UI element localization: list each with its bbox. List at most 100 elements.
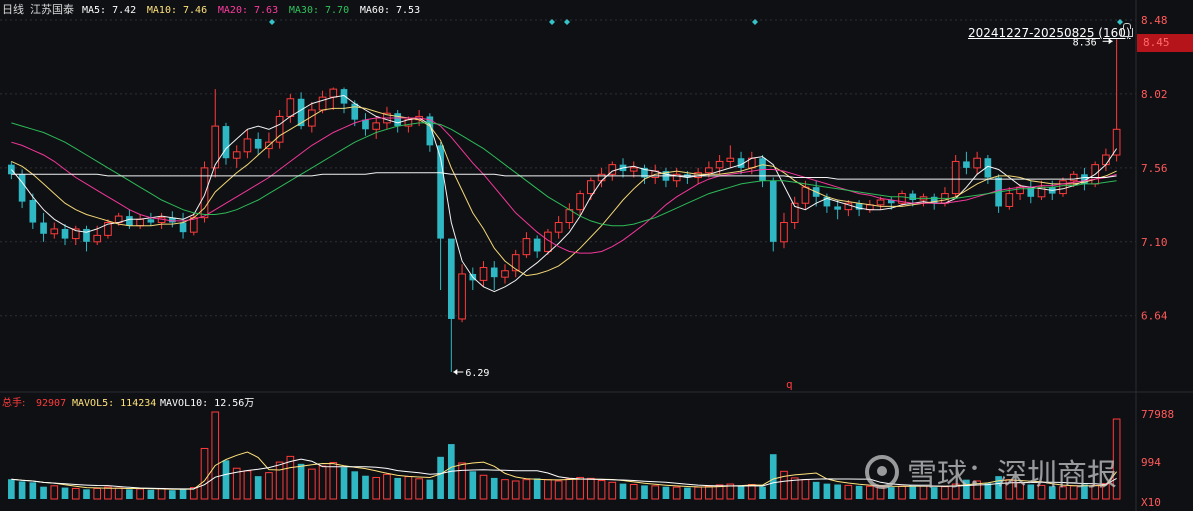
volume-bar <box>1027 484 1035 499</box>
ma-line-ma20 <box>11 117 1117 254</box>
volume-bar <box>243 470 252 500</box>
high-annotation: 8.36 <box>1073 37 1097 48</box>
volume-bar <box>286 455 295 500</box>
volume-bar <box>1059 486 1067 500</box>
candle-body <box>1069 173 1078 182</box>
candle-body <box>898 193 906 204</box>
event-marker-icon <box>549 19 555 25</box>
volume-bar <box>104 486 112 500</box>
candle-body <box>340 89 348 104</box>
volume-bar <box>769 454 777 499</box>
candle-body <box>18 174 26 202</box>
vol-axis-top: 77988 <box>1141 408 1174 421</box>
volume-bar <box>790 477 799 500</box>
candle-body <box>83 228 90 242</box>
volume-bar <box>629 484 638 500</box>
volume-bar <box>705 485 713 500</box>
volume-bar <box>415 478 423 500</box>
price-marker: q <box>786 378 793 391</box>
candle-body <box>372 122 381 130</box>
candle-body <box>254 138 262 149</box>
event-marker-icon <box>269 19 275 25</box>
volume-bar <box>114 487 123 500</box>
candle-body <box>973 157 981 169</box>
volume-bar <box>404 476 413 500</box>
mavol10-line <box>11 458 1117 490</box>
date-range-label[interactable]: 20241227-20250825 (160) <box>968 26 1131 40</box>
candle-body <box>780 222 788 243</box>
volume-bar <box>61 487 69 499</box>
candle-body <box>1112 128 1121 156</box>
candle-body <box>169 217 176 223</box>
volume-bar <box>490 477 498 499</box>
y-tick-label: 8.02 <box>1141 88 1168 101</box>
lock-icon[interactable] <box>1121 23 1133 37</box>
watermark: 雪球：深圳商报 <box>865 452 1165 493</box>
low-arrow-icon <box>453 369 458 375</box>
candle-body <box>984 158 992 178</box>
volume-bar <box>844 484 853 500</box>
volume-bar <box>963 479 970 499</box>
candle-body <box>533 238 541 252</box>
candle-body <box>1081 174 1088 184</box>
volume-bar <box>554 480 563 500</box>
vol-axis-bottom: X10 <box>1141 496 1161 509</box>
volume-bar <box>1102 483 1110 500</box>
volume-bar <box>672 486 681 500</box>
candle-body <box>629 167 638 172</box>
candle-body <box>963 161 970 168</box>
candle-body <box>554 222 563 233</box>
volume-bar <box>694 486 702 500</box>
snowball-logo-icon <box>865 455 899 489</box>
current-price-tag: 8.45 <box>1137 34 1193 52</box>
candle-body <box>951 160 960 195</box>
candle-body <box>769 180 777 242</box>
vol-axis-mid: 994 <box>1141 456 1161 469</box>
candle-body <box>29 200 37 223</box>
candle-body <box>318 96 327 111</box>
volume-bar <box>18 481 26 499</box>
candle-body <box>126 216 133 226</box>
volume-bar <box>179 489 187 499</box>
volume-bar <box>1112 418 1121 500</box>
candle-body <box>834 206 841 210</box>
volume-bar <box>254 476 262 499</box>
candle-body <box>394 113 401 127</box>
candle-body <box>726 157 735 162</box>
candle-body <box>672 173 681 182</box>
volume-bar <box>147 489 155 499</box>
candle-body <box>823 196 831 207</box>
candle-body <box>448 238 455 319</box>
volume-bar <box>136 488 144 500</box>
candle-body <box>844 202 853 211</box>
candle-body <box>211 125 220 169</box>
volume-bar <box>866 485 874 500</box>
event-marker-icon <box>564 19 570 25</box>
candle-body <box>61 228 69 239</box>
volume-bar <box>619 483 627 499</box>
volume-bar <box>40 486 47 499</box>
candle-body <box>200 167 209 219</box>
volume-bar <box>501 479 509 500</box>
volume-bar <box>684 487 691 499</box>
candle-body <box>790 202 799 224</box>
candle-body <box>887 200 895 204</box>
low-annotation: 6.29 <box>465 368 489 379</box>
volume-bar <box>340 467 348 499</box>
high-arrow-icon <box>1108 38 1113 45</box>
volume-bar <box>157 487 166 500</box>
candle-body <box>909 193 917 201</box>
volume-bar <box>479 474 488 500</box>
candle-body <box>93 234 102 243</box>
volume-bar <box>834 484 841 499</box>
volume-bar <box>951 483 960 500</box>
vol-value: 92907 <box>36 398 66 409</box>
volume-bar <box>297 463 305 499</box>
candle-body <box>855 203 863 210</box>
volume-bar <box>232 467 241 500</box>
candle-body <box>458 273 466 320</box>
volume-bar <box>1081 484 1088 499</box>
candle-body <box>362 119 369 130</box>
candle-body <box>801 186 810 204</box>
volume-bar <box>265 472 273 500</box>
